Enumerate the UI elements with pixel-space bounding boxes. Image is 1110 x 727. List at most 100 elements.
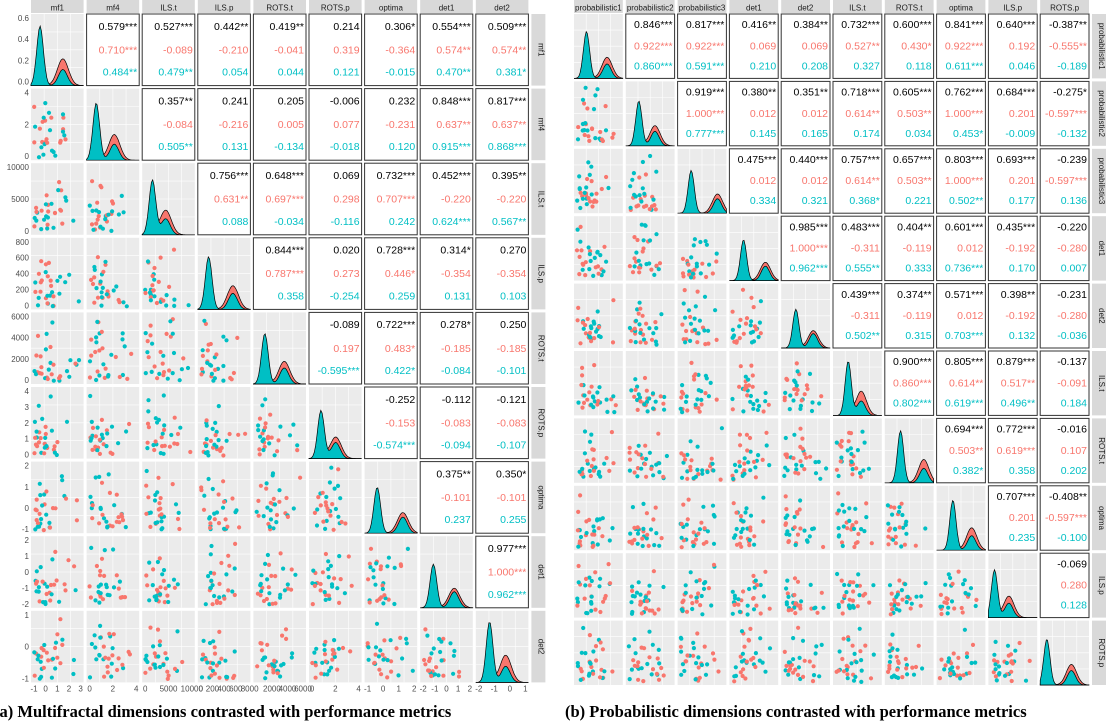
point-teal-29-rots-p-vs-ils-p	[993, 662, 998, 667]
corr-label-teal-probabilistic3-vs-ils-t: 0.368*	[849, 195, 879, 207]
point-red-16-det2-vs-rots-t	[280, 633, 285, 638]
point-red-6-det2-vs-probabilistic1	[575, 318, 580, 323]
corr-label-red-rots-t-vs-det1: -0.185	[441, 343, 471, 355]
point-teal-21-det1-vs-mf1	[34, 589, 39, 594]
point-red-14-ils-t-vs-mf4	[95, 200, 100, 205]
point-red-18-det1-vs-ils-t	[144, 573, 149, 578]
corr-label-teal-ils-t-vs-det2: 0.567**	[492, 216, 526, 228]
point-teal-25-det2-vs-ils-p	[232, 649, 237, 654]
point-red-22-det2-vs-probabilistic2	[632, 326, 637, 331]
point-red-20-rots-p-vs-ils-p	[243, 431, 248, 436]
point-red-24-rots-t-vs-ils-p	[199, 372, 204, 377]
point-teal-9-ils-p-vs-probabilistic3	[709, 603, 714, 608]
corr-panel-mf1-vs-mf4	[86, 13, 140, 87]
point-teal-1-ils-p-vs-det1	[747, 586, 752, 592]
corr-label-rots-p-vs-det1: -0.112	[442, 394, 471, 406]
point-teal-29-rots-t-vs-probabilistic2	[651, 473, 656, 478]
point-red-6-det2-vs-mf4	[106, 656, 111, 661]
point-teal-21-ils-p-vs-ils-t	[186, 303, 191, 308]
strip-right-label-ils-t: ILS.t	[1097, 375, 1106, 392]
point-teal-29-ils-t-vs-probabilistic1	[589, 402, 594, 407]
point-teal-7-rots-p-vs-mf1	[32, 419, 38, 424]
point-red-26-ils-p-vs-det1	[736, 602, 741, 607]
point-red-12-optima-vs-ils-p	[221, 479, 226, 484]
point-teal-5-optima-vs-ils-t	[153, 492, 158, 498]
point-red-8-det2-vs-ils-t	[166, 673, 171, 678]
point-red-12-ils-p-vs-mf4	[92, 275, 97, 280]
point-teal-27-mf4-vs-mf1	[60, 112, 66, 117]
corr-label-teal-optima-vs-det1: 0.237	[445, 514, 471, 526]
point-red-26-rots-p-vs-mf4	[97, 451, 102, 456]
x-tick-ils-p-4: 800	[241, 684, 255, 693]
point-teal-1-ils-t-vs-probabilistic3	[699, 397, 704, 402]
point-red-0-rots-p-vs-ils-p	[1009, 678, 1014, 684]
corr-panel-ils-p-vs-rots-p	[308, 237, 363, 310]
point-red-0-rots-t-vs-probabilistic3	[688, 464, 693, 469]
corr-panel-probabilistic2-vs-det1	[728, 80, 779, 147]
point-red-6-det1-vs-mf4	[98, 594, 103, 599]
x-tick-det1-4: 2	[468, 684, 473, 693]
point-red-24-det1-vs-ils-p	[232, 592, 237, 598]
point-teal-5-ils-p-vs-mf4	[94, 286, 99, 291]
point-red-16-det1-vs-mf1	[40, 579, 45, 584]
point-red-16-rots-t-vs-det1	[744, 432, 750, 437]
point-red-6-optima-vs-mf1	[50, 506, 56, 511]
point-teal-9-optima-vs-rots-t	[897, 505, 902, 510]
point-teal-15-rots-t-vs-det1	[746, 460, 751, 465]
point-red-18-det2-vs-optima	[377, 667, 382, 672]
point-red-24-det1-vs-mf1	[44, 591, 49, 597]
point-red-0-ils-t-vs-mf4	[94, 221, 99, 226]
point-red-22-ils-p-vs-rots-t	[890, 607, 895, 612]
point-teal-27-det2-vs-mf4	[98, 635, 103, 640]
point-teal-3-det2-vs-ils-p	[223, 658, 228, 663]
point-red-8-rots-t-vs-mf4	[100, 346, 105, 351]
point-teal-29-det2-vs-probabilistic2	[627, 325, 633, 331]
point-teal-5-rots-p-vs-probabilistic3	[679, 649, 684, 654]
point-teal-27-ils-p-vs-mf4	[92, 264, 97, 270]
point-red-8-rots-t-vs-ils-t	[834, 467, 840, 472]
point-teal-21-rots-p-vs-mf1	[40, 416, 45, 421]
corr-label-red-probabilistic1-vs-rots-t: 0.430*	[901, 40, 931, 52]
point-red-10-det2-vs-probabilistic1	[611, 298, 616, 303]
point-teal-29-ils-p-vs-probabilistic2	[629, 611, 635, 616]
point-red-16-ils-p-vs-mf4	[95, 255, 100, 260]
point-red-0-det2-vs-det1	[743, 321, 749, 326]
point-teal-7-rots-p-vs-mf4	[99, 432, 104, 437]
point-teal-1-ils-p-vs-rots-t	[904, 600, 909, 605]
point-teal-11-rots-p-vs-det1	[767, 646, 773, 651]
point-teal-19-det2-vs-det1	[758, 299, 764, 304]
point-teal-5-det1-vs-probabilistic2	[639, 222, 644, 227]
point-red-20-rots-t-vs-mf4	[93, 349, 98, 355]
corr-label-red-probabilistic3-vs-ils-t: 0.614**	[845, 175, 879, 187]
point-teal-1-det1-vs-rots-p	[342, 591, 347, 596]
point-teal-25-probabilistic2-vs-probabilistic1	[591, 107, 597, 112]
point-red-8-probabilistic3-vs-probabilistic1	[592, 198, 597, 203]
point-teal-23-rots-t-vs-probabilistic2	[647, 450, 653, 455]
point-teal-17-ils-p-vs-probabilistic2	[643, 595, 648, 600]
point-teal-13-det1-vs-ils-p	[203, 602, 208, 607]
point-teal-13-rots-p-vs-ils-t	[859, 658, 864, 663]
point-teal-3-ils-p-vs-rots-t	[887, 583, 893, 588]
point-teal-9-det1-vs-rots-t	[281, 566, 286, 571]
point-red-8-rots-p-vs-mf1	[42, 451, 47, 456]
point-teal-9-optima-vs-det1	[761, 495, 766, 500]
point-teal-25-ils-p-vs-mf4	[98, 279, 103, 284]
point-red-20-optima-vs-mf4	[90, 516, 95, 521]
point-red-28-ils-p-vs-ils-t	[161, 298, 166, 303]
corr-label-teal-optima-vs-det2: 0.255	[500, 514, 526, 526]
point-teal-21-det1-vs-optima	[374, 561, 379, 566]
y-tick-ils-p-3: 600	[16, 254, 30, 263]
point-red-24-optima-vs-ils-t	[157, 501, 162, 506]
point-red-6-rots-t-vs-probabilistic2	[640, 456, 645, 461]
point-red-24-ils-t-vs-det1	[743, 383, 748, 388]
point-red-12-optima-vs-probabilistic2	[651, 517, 656, 522]
corr-label-red-mf4-vs-rots-t: 0.005	[278, 119, 304, 131]
point-red-20-rots-t-vs-probabilistic2	[656, 431, 661, 436]
point-teal-3-det2-vs-mf1	[50, 656, 56, 661]
point-teal-29-ils-p-vs-ils-t	[856, 572, 861, 577]
point-teal-19-det2-vs-det1	[448, 641, 453, 646]
strip-right-mf1	[531, 14, 546, 86]
corr-panel-det1-vs-rots-p	[1039, 215, 1090, 282]
point-teal-21-rots-t-vs-ils-t	[849, 451, 854, 457]
point-teal-17-optima-vs-rots-t	[261, 514, 266, 519]
